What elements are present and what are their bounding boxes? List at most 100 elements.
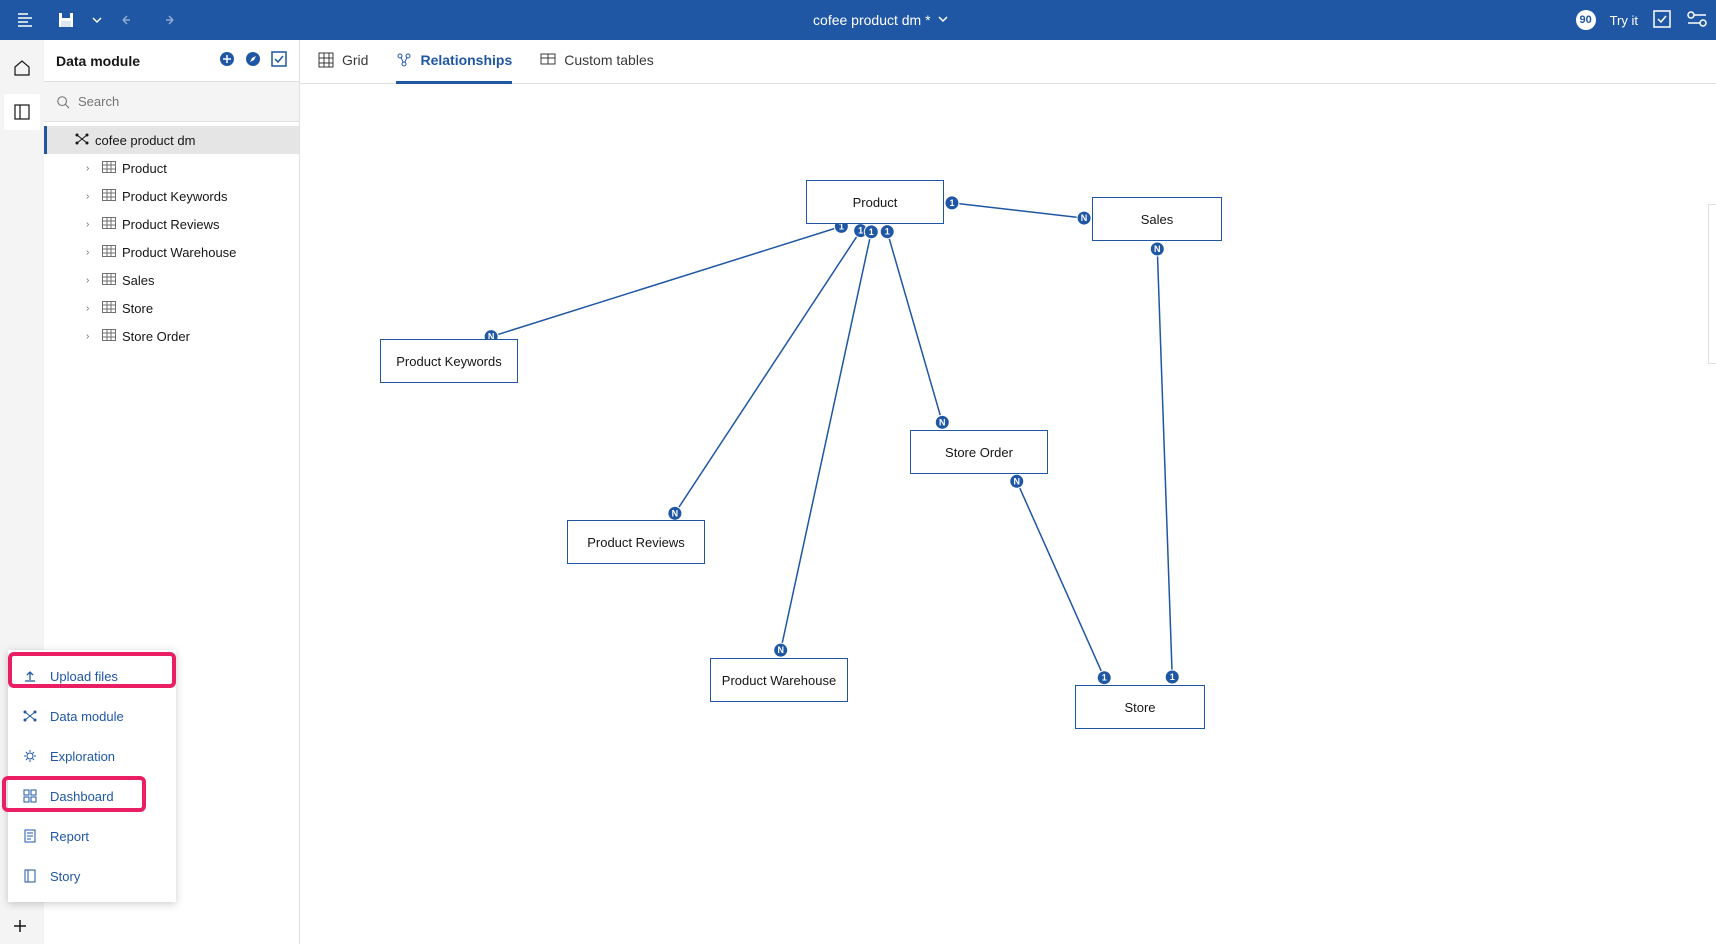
svg-text:N: N [1081, 213, 1088, 223]
report-icon [22, 828, 38, 844]
ctx-item-label: Exploration [50, 749, 115, 764]
custom-tables-icon [540, 52, 556, 68]
svg-text:N: N [1154, 244, 1161, 254]
diagram-node-sales[interactable]: Sales [1092, 197, 1222, 241]
undo-button[interactable] [110, 2, 146, 38]
tree-item-label: Store Order [122, 329, 190, 344]
side-panel-title: Data module [56, 53, 140, 69]
menu-button[interactable] [8, 2, 44, 38]
table-icon [102, 329, 116, 343]
chevron-right-icon: › [86, 331, 96, 342]
ctx-item-upload-files[interactable]: Upload files [8, 656, 176, 696]
save-dropdown-icon[interactable] [88, 2, 106, 38]
table-icon [102, 161, 116, 175]
tree-item[interactable]: › Product Reviews [44, 210, 299, 238]
upload-icon [22, 668, 38, 684]
document-title: cofee product dm * [813, 12, 931, 28]
ctx-item-data-module[interactable]: Data module [8, 696, 176, 736]
tree-item-label: Product Keywords [122, 189, 228, 204]
title-dropdown-icon[interactable] [937, 13, 949, 28]
ctx-item-exploration[interactable]: Exploration [8, 736, 176, 776]
table-icon [102, 245, 116, 259]
grid-icon [318, 52, 334, 68]
tab-grid[interactable]: Grid [318, 40, 368, 84]
ctx-item-report[interactable]: Report [8, 816, 176, 856]
validate-panel-icon[interactable] [271, 51, 287, 70]
tree: cofee product dm › Product › Product Key… [44, 122, 299, 354]
tree-item-label: Store [122, 301, 153, 316]
table-icon [102, 217, 116, 231]
relationship-diagram[interactable]: 1N1N1N1N1NN1N1 ProductSalesProduct Keywo… [300, 84, 1716, 944]
tree-item[interactable]: › Product Warehouse [44, 238, 299, 266]
properties-handle[interactable] [1708, 204, 1716, 364]
table-icon [102, 301, 116, 315]
ctx-item-label: Report [50, 829, 89, 844]
tab-relationships-label: Relationships [420, 52, 512, 68]
new-menu: Upload files Data module Exploration Dashbo… [8, 650, 176, 902]
diagram-node-warehouse[interactable]: Product Warehouse [710, 658, 848, 702]
chevron-right-icon: › [86, 275, 96, 286]
ctx-item-dashboard[interactable]: Dashboard [8, 776, 176, 816]
tab-grid-label: Grid [342, 52, 368, 68]
diagram-node-storeorder[interactable]: Store Order [910, 430, 1048, 474]
add-new-button[interactable] [0, 908, 44, 944]
redo-button[interactable] [150, 2, 186, 38]
main-area: Grid Relationships Custom tables 1 N 1 N 1 N 1… [300, 40, 1716, 944]
tree-item-label: Sales [122, 273, 155, 288]
svg-text:1: 1 [858, 226, 863, 236]
tree-item-label: Product Warehouse [122, 245, 236, 260]
svg-text:1: 1 [949, 198, 954, 208]
chevron-right-icon: › [86, 191, 96, 202]
add-source-icon[interactable] [219, 51, 235, 70]
tab-relationships[interactable]: Relationships [396, 40, 512, 84]
top-bar: cofee product dm * 90 Try it [0, 0, 1716, 40]
tree-item-label: Product Reviews [122, 217, 220, 232]
tree-item-label: Product [122, 161, 167, 176]
search-input[interactable] [78, 94, 287, 109]
tree-item[interactable]: › Product Keywords [44, 182, 299, 210]
table-icon [102, 273, 116, 287]
settings-toggle-icon[interactable] [1686, 10, 1708, 31]
diagram-node-store[interactable]: Store [1075, 685, 1205, 729]
diagram-node-reviews[interactable]: Product Reviews [567, 520, 705, 564]
tree-item[interactable]: › Product [44, 154, 299, 182]
svg-text:N: N [1014, 476, 1021, 486]
svg-text:1: 1 [869, 227, 874, 237]
try-it-button[interactable]: Try it [1610, 13, 1638, 28]
svg-text:N: N [939, 417, 946, 427]
svg-text:1: 1 [1170, 672, 1175, 682]
ctx-item-story[interactable]: Story [8, 856, 176, 896]
diagram-node-keywords[interactable]: Product Keywords [380, 339, 518, 383]
ctx-item-label: Data module [50, 709, 124, 724]
panel-toggle-button[interactable] [4, 94, 40, 130]
chevron-right-icon: › [86, 247, 96, 258]
gear-icon [22, 748, 38, 764]
tab-custom-tables[interactable]: Custom tables [540, 40, 653, 84]
count-badge[interactable]: 90 [1576, 10, 1596, 30]
chevron-right-icon: › [86, 219, 96, 230]
tabs: Grid Relationships Custom tables [300, 40, 1716, 84]
story-icon [22, 868, 38, 884]
validate-icon[interactable] [1652, 9, 1672, 32]
tree-root[interactable]: cofee product dm [44, 126, 299, 154]
dashboard-icon [22, 788, 38, 804]
home-button[interactable] [4, 50, 40, 86]
save-button[interactable] [48, 2, 84, 38]
tree-item[interactable]: › Sales [44, 266, 299, 294]
ctx-item-label: Upload files [50, 669, 118, 684]
tree-item[interactable]: › Store Order [44, 322, 299, 350]
data-module-icon [75, 133, 89, 148]
svg-text:N: N [672, 508, 679, 518]
relationships-icon [396, 52, 412, 68]
chevron-right-icon: › [86, 303, 96, 314]
svg-text:N: N [777, 645, 784, 655]
dm-icon [22, 708, 38, 724]
diagram-node-product[interactable]: Product [806, 180, 944, 224]
tree-item[interactable]: › Store [44, 294, 299, 322]
tree-root-label: cofee product dm [95, 133, 195, 148]
tab-custom-label: Custom tables [564, 52, 653, 68]
search-row[interactable] [44, 82, 299, 122]
chevron-right-icon: › [86, 163, 96, 174]
explore-icon[interactable] [245, 51, 261, 70]
svg-text:1: 1 [885, 227, 890, 237]
